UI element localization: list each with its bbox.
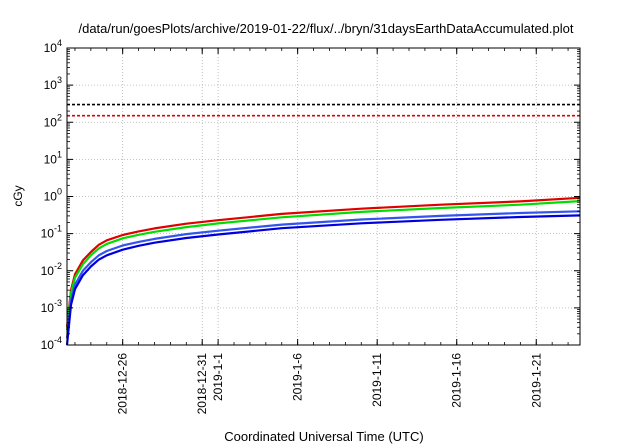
grid [67,48,580,345]
plot-frame [66,47,581,346]
series-line-1 [65,196,581,328]
series-line-3 [65,210,581,339]
x-tick-label: 2019-1-11 [370,353,384,407]
series-line-4 [65,214,581,346]
y-tick-label: 104 [44,38,62,55]
y-tick-label: 10-2 [41,261,62,278]
series-lines [65,196,581,346]
chart-title: /data/run/goesPlots/archive/2019-01-22/f… [78,21,573,36]
y-tick-label: 103 [44,75,62,92]
x-tick-label: 2019-1-1 [211,353,225,401]
series-line-2 [65,200,581,331]
x-tick-label: 2019-1-6 [291,353,305,401]
reference-lines [67,103,580,117]
x-tick-label: 2019-1-21 [529,353,543,408]
y-tick-label: 10-4 [41,335,62,352]
y-tick-label: 10-1 [41,224,62,241]
y-tick-label: 101 [44,149,62,166]
y-tick-label: 10-3 [41,298,62,315]
x-axis-ticks: 2018-12-26 2018-12-31 2019-1-1 2019-1-6 2019… [74,48,569,415]
x-tick-label: 2019-1-16 [450,353,464,408]
x-axis-label: Coordinated Universal Time (UTC) [224,429,423,444]
x-tick-label: 2018-12-26 [116,353,130,415]
x-tick-label: 2018-12-31 [195,353,209,415]
y-tick-label: 100 [44,187,62,204]
y-tick-label: 102 [44,112,62,129]
y-axis-ticks: 10-4 10-3 10-2 10-1 100 101 102 103 104 [41,38,580,352]
y-axis-label: cGy [11,185,25,206]
